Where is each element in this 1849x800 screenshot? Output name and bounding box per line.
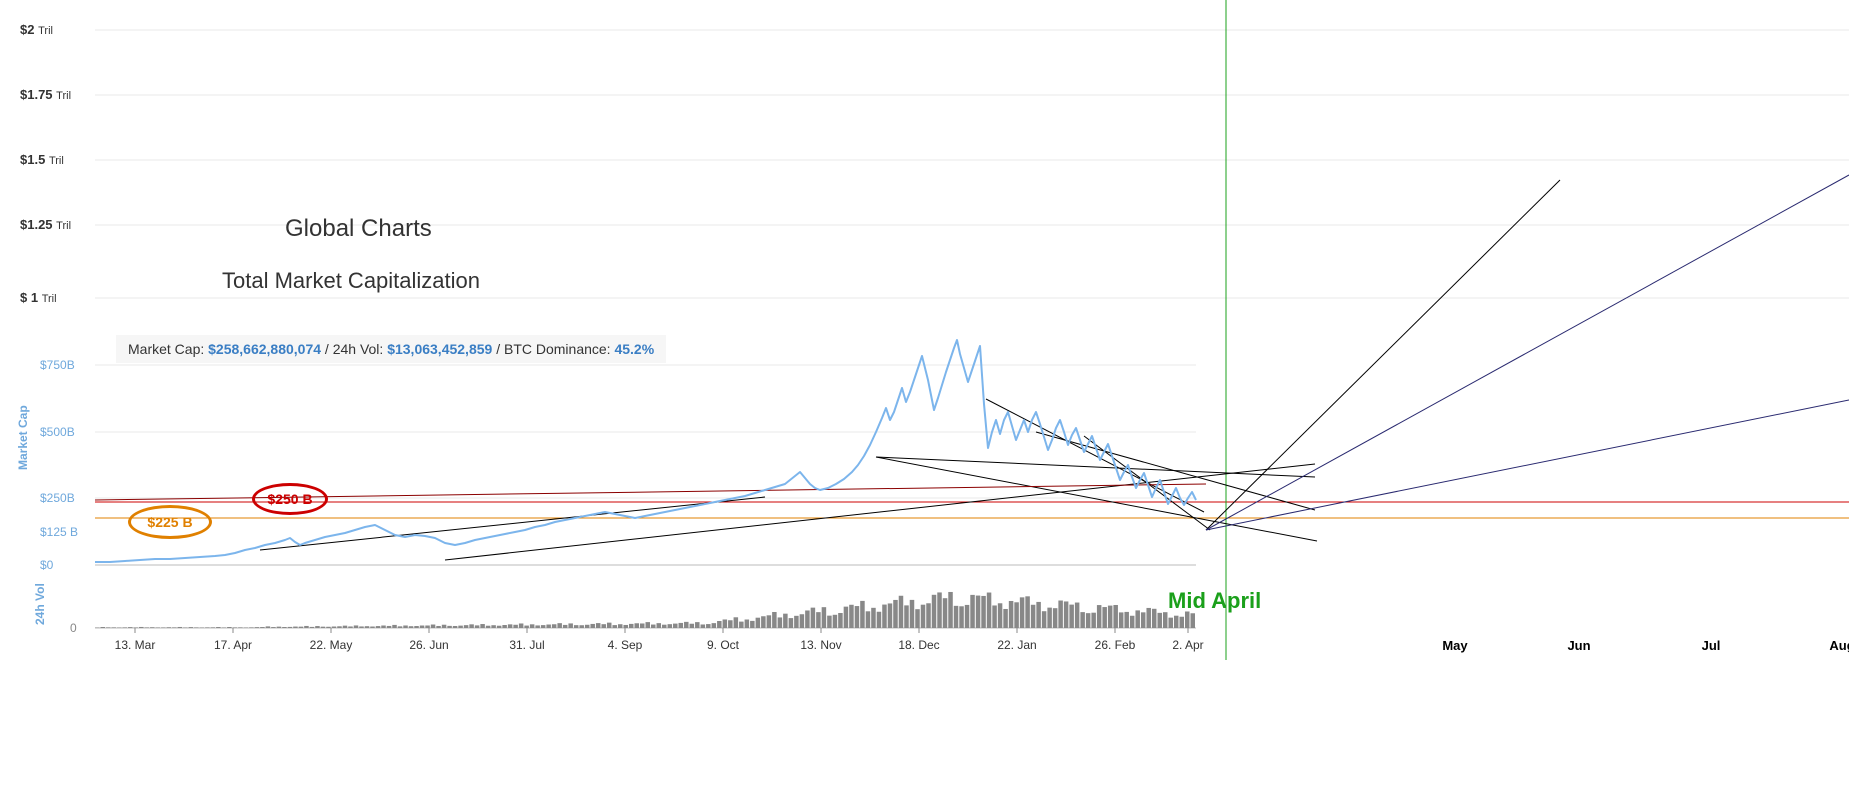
x-tick: 22. Jan <box>997 638 1036 652</box>
y-tick-upper: $1.5 Tril <box>20 152 64 167</box>
y-tick-upper: $2 Tril <box>20 22 53 37</box>
chart-container: Global Charts Total Market Capitalizatio… <box>0 0 1849 800</box>
y-tick-lower: $250B <box>40 491 75 505</box>
y-tick-upper: $1.25 Tril <box>20 217 71 232</box>
y-tick-lower: $0 <box>40 558 53 572</box>
x-tick-future: May <box>1442 638 1467 653</box>
ellipse-250: $250 B <box>252 483 328 515</box>
stat-vol-value: $13,063,452,859 <box>387 341 492 357</box>
y-tick-upper: $1.75 Tril <box>20 87 71 102</box>
mid-april-label: Mid April <box>1168 588 1261 614</box>
x-tick: 9. Oct <box>707 638 739 652</box>
x-tick: 13. Nov <box>800 638 841 652</box>
ellipse-225: $225 B <box>128 505 212 539</box>
stats-bar: Market Cap: $258,662,880,074 / 24h Vol: … <box>116 335 666 363</box>
x-tick: 17. Apr <box>214 638 252 652</box>
stat-mcap-label: Market Cap: <box>128 341 208 357</box>
x-tick-future: Jul <box>1702 638 1721 653</box>
y-tick-lower: $750B <box>40 358 75 372</box>
vol-zero-label: 0 <box>70 621 77 635</box>
y-axis-title-mcap: Market Cap <box>16 405 30 470</box>
y-tick-upper: $ 1 Tril <box>20 290 57 305</box>
stat-dom-label: / BTC Dominance: <box>492 341 614 357</box>
x-tick-future: Jun <box>1567 638 1590 653</box>
x-tick: 26. Jun <box>409 638 448 652</box>
x-tick: 4. Sep <box>608 638 643 652</box>
y-tick-lower: $500B <box>40 425 75 439</box>
x-tick: 22. May <box>310 638 353 652</box>
x-tick: 18. Dec <box>898 638 939 652</box>
y-axis-title-vol: 24h Vol <box>33 583 47 625</box>
chart-title-main: Global Charts <box>285 215 432 243</box>
chart-svg <box>0 0 1849 800</box>
x-tick: 31. Jul <box>509 638 544 652</box>
stat-vol-label: / 24h Vol: <box>325 341 387 357</box>
stat-dom-value: 45.2% <box>614 341 654 357</box>
x-tick: 26. Feb <box>1095 638 1136 652</box>
x-tick-future: Aug <box>1829 638 1849 653</box>
stat-mcap-value: $258,662,880,074 <box>208 341 325 357</box>
chart-title-sub: Total Market Capitalization <box>222 268 480 294</box>
x-tick: 13. Mar <box>115 638 156 652</box>
y-tick-lower: $125 B <box>40 525 78 539</box>
x-tick: 2. Apr <box>1172 638 1203 652</box>
